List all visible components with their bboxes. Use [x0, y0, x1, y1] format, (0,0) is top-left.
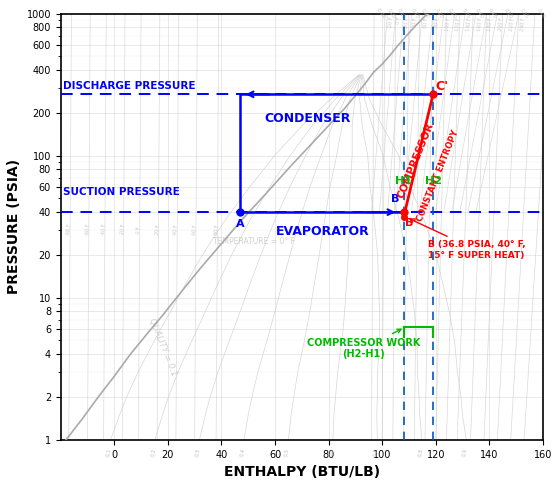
Text: 0.10: 0.10	[396, 8, 406, 19]
Text: 0.7: 0.7	[373, 448, 379, 457]
Text: A: A	[236, 220, 244, 229]
Text: 40 F: 40 F	[173, 225, 179, 235]
Text: 0.20: 0.20	[420, 8, 430, 19]
Text: 0.8: 0.8	[417, 448, 424, 457]
Text: 80 F: 80 F	[434, 17, 440, 28]
Text: H2: H2	[424, 175, 442, 186]
X-axis label: ENTHALPY (BTU/LB): ENTHALPY (BTU/LB)	[224, 465, 380, 479]
Text: 160 F: 160 F	[477, 17, 483, 31]
Text: 0.45: 0.45	[487, 8, 498, 19]
Text: 0.25: 0.25	[434, 8, 444, 19]
Text: COMPRESSOR WORK
(H2-H1): COMPRESSOR WORK (H2-H1)	[307, 329, 420, 360]
Text: 0.30: 0.30	[447, 8, 457, 19]
Text: 0.6: 0.6	[328, 448, 335, 457]
Text: 0.05: 0.05	[385, 8, 396, 19]
Text: -60 F: -60 F	[85, 224, 91, 236]
Text: 0.35: 0.35	[461, 8, 471, 19]
Text: B (36.8 PSIA, 40° F,
15° F SUPER HEAT): B (36.8 PSIA, 40° F, 15° F SUPER HEAT)	[410, 219, 525, 260]
Text: 60 F: 60 F	[423, 17, 429, 28]
Text: 0.1: 0.1	[106, 448, 112, 457]
Text: EVAPORATOR: EVAPORATOR	[276, 225, 370, 238]
Text: 40 F: 40 F	[413, 17, 418, 28]
Text: -20 F: -20 F	[120, 224, 126, 236]
Text: B': B'	[405, 218, 416, 228]
Text: DISCHARGE PRESSURE: DISCHARGE PRESSURE	[63, 81, 196, 91]
Text: C': C'	[435, 80, 448, 93]
Text: 60 F: 60 F	[192, 225, 198, 235]
Text: 0 F: 0 F	[136, 226, 142, 234]
Text: -20 F: -20 F	[389, 17, 394, 29]
Text: H1: H1	[395, 175, 412, 186]
Text: -40 F: -40 F	[101, 224, 107, 236]
Text: 240 F: 240 F	[519, 17, 525, 31]
Text: B: B	[391, 194, 400, 204]
Text: 0.55: 0.55	[519, 8, 529, 19]
Text: 140 F: 140 F	[466, 17, 472, 31]
Text: SUCTION PRESSURE: SUCTION PRESSURE	[63, 187, 180, 197]
Text: CONSTANT ENTROPY: CONSTANT ENTROPY	[416, 129, 461, 223]
Text: 20 F: 20 F	[404, 17, 410, 28]
Text: TEMPERATURE = 0° F: TEMPERATURE = 0° F	[212, 237, 295, 245]
Text: 20 F: 20 F	[155, 225, 160, 235]
Text: 100 F: 100 F	[444, 17, 451, 31]
Text: 0.9: 0.9	[462, 448, 468, 457]
Text: QUALITY = 0.1: QUALITY = 0.1	[147, 317, 178, 377]
Text: -98 F: -98 F	[67, 224, 72, 236]
Text: 200 F: 200 F	[498, 17, 504, 31]
Text: 0.2: 0.2	[150, 448, 157, 457]
Text: 0.40: 0.40	[474, 8, 484, 19]
Y-axis label: PRESSURE (PSIA): PRESSURE (PSIA)	[7, 159, 21, 294]
Text: 0.3: 0.3	[195, 448, 201, 457]
Text: 220 F: 220 F	[509, 17, 515, 31]
Text: CONDENSER: CONDENSER	[264, 112, 350, 124]
Text: 0.15: 0.15	[410, 8, 420, 19]
Text: 80 F: 80 F	[214, 225, 220, 235]
Text: COMPRESSOR: COMPRESSOR	[396, 122, 435, 200]
Text: 0.60: 0.60	[536, 8, 546, 19]
Text: 0 F: 0 F	[396, 17, 402, 24]
Text: 0.5: 0.5	[284, 448, 290, 457]
Text: 180 F: 180 F	[487, 17, 494, 31]
Text: 0.4: 0.4	[239, 448, 246, 457]
Text: -0.00: -0.00	[375, 7, 386, 20]
Text: 120 F: 120 F	[455, 17, 461, 31]
Text: 0.50: 0.50	[503, 8, 514, 19]
